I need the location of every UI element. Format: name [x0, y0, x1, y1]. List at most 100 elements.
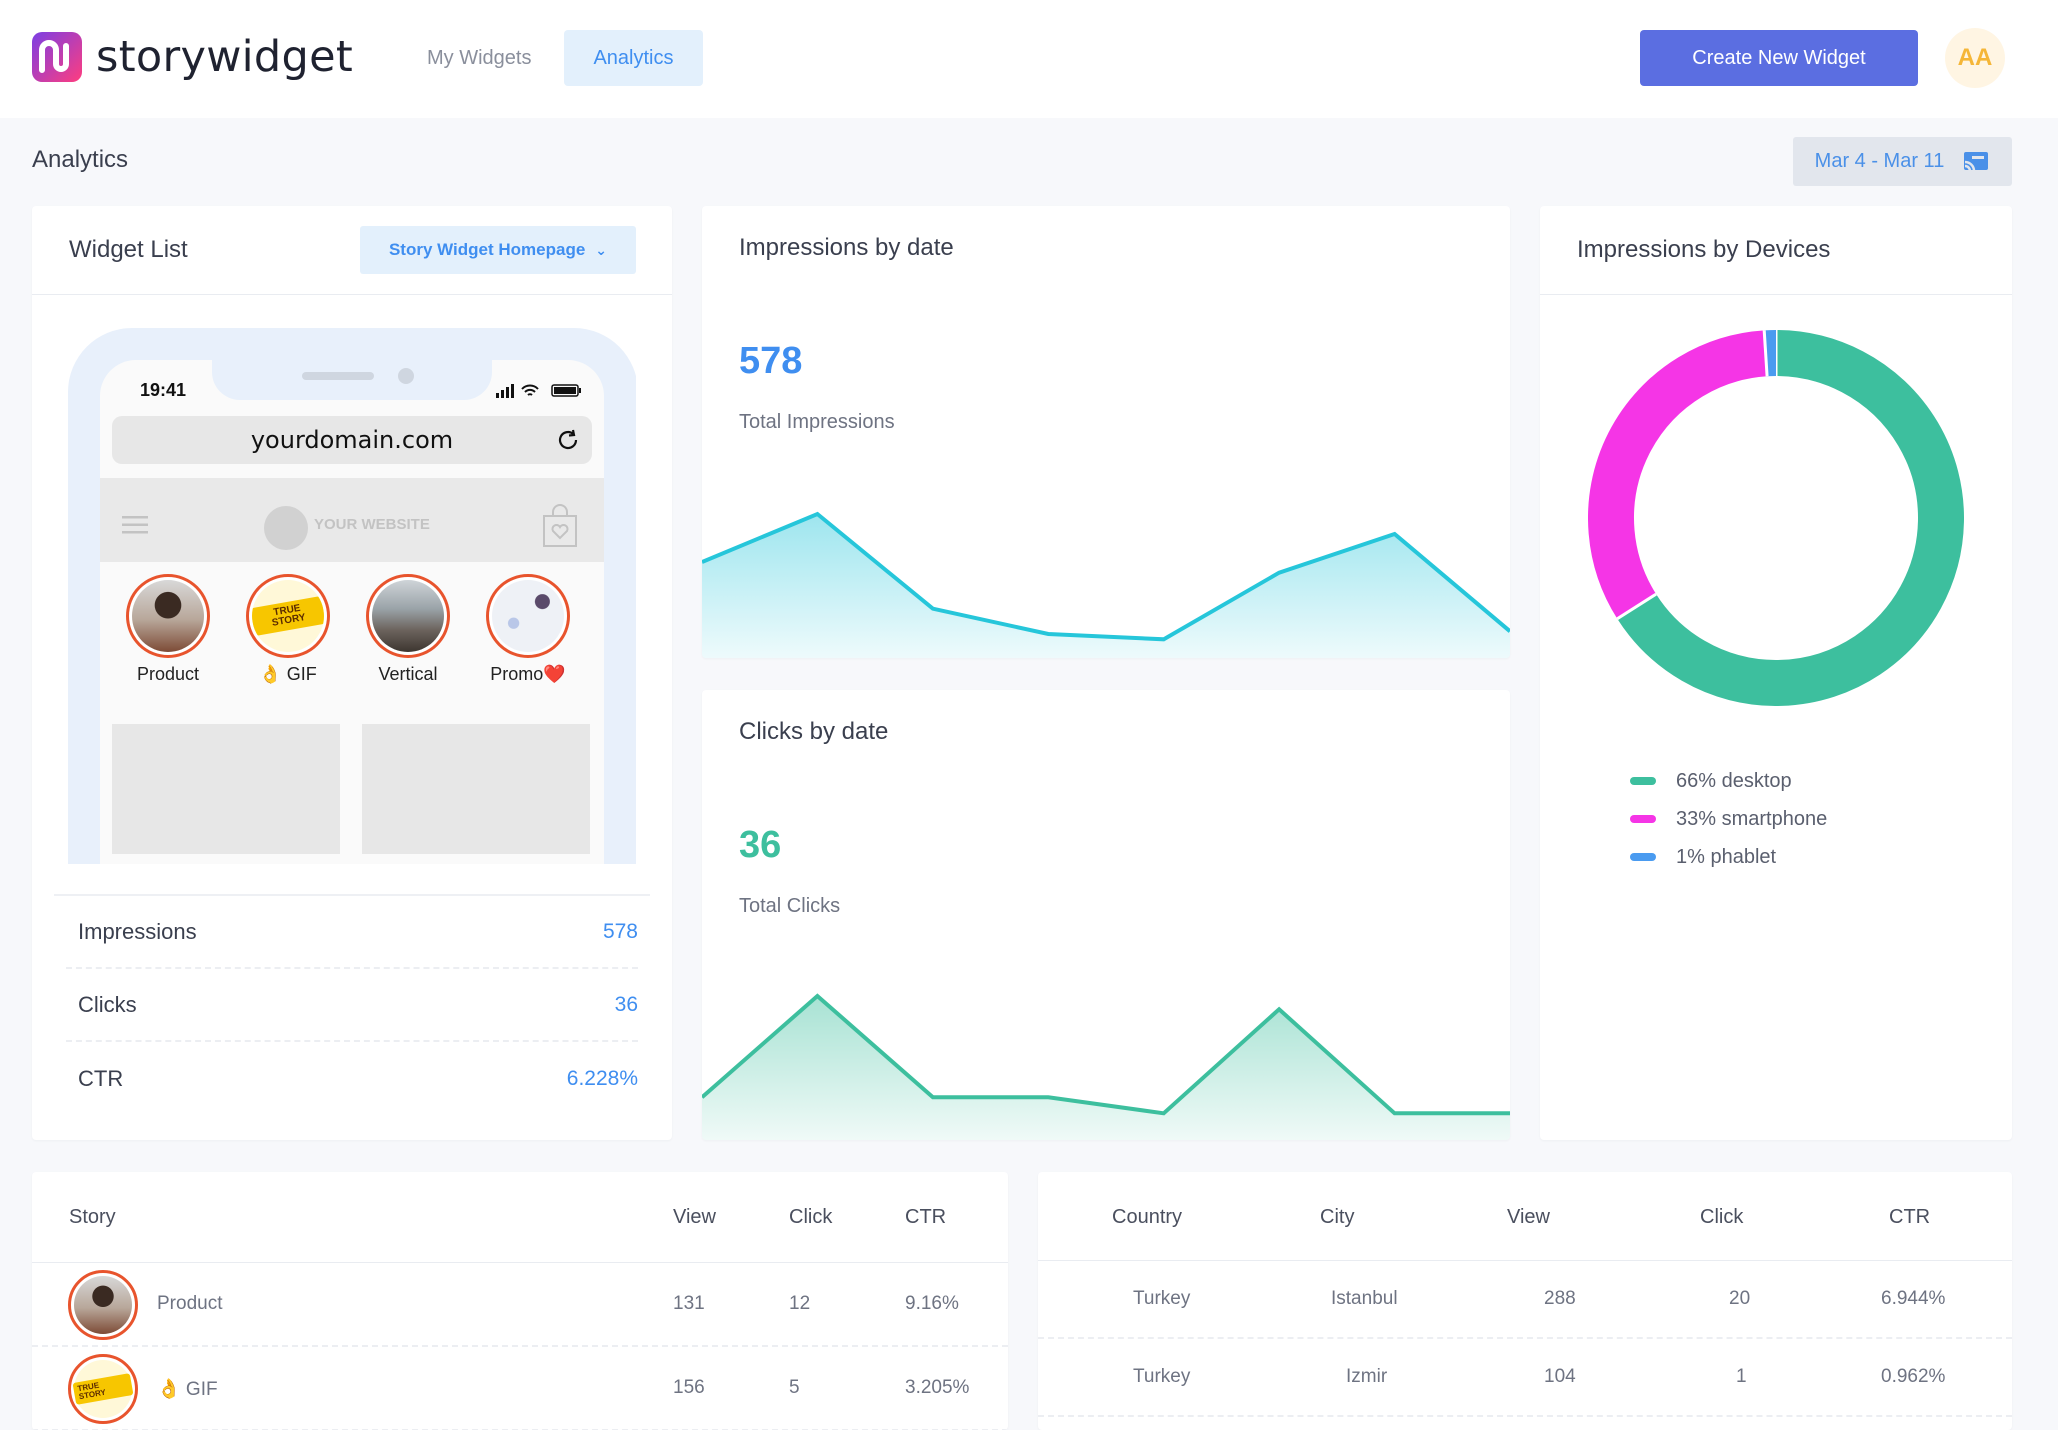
column-header-ctr[interactable]: CTR [1889, 1206, 1931, 1228]
story-bubble-product[interactable]: Product [108, 574, 228, 685]
reload-icon [558, 429, 578, 450]
table-row[interactable]: TRUE STORY 👌 GIF 156 5 3.205% [32, 1347, 1008, 1430]
table-header: Story View Click CTR [32, 1172, 1008, 1263]
shopping-bag-icon [543, 504, 577, 547]
promo-thumbnail [492, 580, 564, 652]
chart-title: Impressions by date [739, 234, 954, 261]
create-new-widget-button[interactable]: Create New Widget [1640, 30, 1918, 86]
story-bubble-gif[interactable]: TRUE STORY 👌 GIF [228, 574, 348, 685]
donut-slice[interactable] [1617, 330, 1964, 706]
phone-side-button [68, 478, 72, 518]
series-line [702, 511, 1510, 642]
story-ctr: 3.205% [905, 1377, 970, 1398]
column-header-click[interactable]: Click [1700, 1206, 1744, 1228]
column-header-city[interactable]: City [1320, 1206, 1355, 1228]
row-country: Turkey [1133, 1366, 1191, 1387]
column-header-story[interactable]: Story [69, 1206, 116, 1228]
legend-item-smartphone: 33% smartphone [1630, 800, 1827, 838]
menu-icon [122, 516, 148, 534]
phone-side-button [68, 538, 72, 618]
true-story-badge: TRUE STORY [72, 1373, 134, 1405]
legend-swatch [1630, 853, 1656, 861]
divider [54, 894, 650, 896]
metric-value: 36 [614, 992, 638, 1016]
status-icons [496, 384, 581, 398]
story-view: 156 [673, 1377, 705, 1398]
product-thumbnail [132, 580, 204, 652]
url-text: yourdomain.com [250, 426, 454, 454]
total-clicks-label: Total Clicks [739, 895, 841, 917]
column-header-country[interactable]: Country [1112, 1206, 1183, 1228]
story-bubble-promo[interactable]: Promo❤️ [468, 574, 588, 685]
table-row[interactable]: Turkey Izmir 104 1 0.962% [1038, 1339, 2012, 1417]
legend-item-desktop: 66% desktop [1630, 762, 1827, 800]
website-header: YOUR WEBSITE [100, 478, 604, 562]
story-name: 👌 GIF [157, 1379, 218, 1400]
story-thumbnail [68, 1270, 138, 1340]
row-click: 1 [1736, 1366, 1747, 1387]
widget-list-header: Widget List Story Widget Homepage ⌄ [32, 206, 672, 295]
widget-select-dropdown[interactable]: Story Widget Homepage ⌄ [360, 226, 636, 274]
website-name: YOUR WEBSITE [314, 516, 430, 533]
speaker-icon [302, 372, 374, 380]
content-placeholder [112, 724, 340, 854]
metric-impressions: Impressions 578 [66, 896, 638, 969]
vertical-thumbnail [372, 580, 444, 652]
row-city: Istanbul [1331, 1288, 1398, 1309]
donut-slice[interactable] [1588, 330, 1768, 619]
avatar[interactable]: AA [1945, 28, 2005, 88]
row-click: 20 [1729, 1288, 1751, 1309]
column-header-click[interactable]: Click [789, 1206, 833, 1228]
widget-list-card: Widget List Story Widget Homepage ⌄ 19:4… [32, 206, 672, 1140]
brand-logo[interactable]: storywidget [32, 32, 353, 82]
table-header: Country City View Click CTR [1038, 1172, 2012, 1261]
story-click: 12 [789, 1293, 811, 1314]
area-fill [702, 514, 1510, 658]
phone-preview: 19:41 yourdomain.com [68, 328, 636, 864]
story-bubbles: Product TRUE STORY 👌 GIF Vertical Promo❤… [108, 574, 588, 685]
main-nav: My Widgets Analytics [398, 30, 707, 86]
devices-legend: 66% desktop 33% smartphone 1% phablet [1630, 762, 1827, 876]
gif-thumbnail: TRUE STORY [252, 580, 324, 652]
column-header-ctr[interactable]: CTR [905, 1206, 947, 1228]
devices-header: Impressions by Devices [1540, 206, 2012, 295]
clicks-by-date-card: Clicks by date 36 Total Clicks [702, 690, 1510, 1140]
metric-label: CTR [78, 1065, 124, 1091]
metric-ctr: CTR 6.228% [66, 1042, 638, 1115]
phone-side-button [628, 588, 636, 718]
phone-notch [212, 360, 492, 400]
total-clicks-value: 36 [739, 824, 782, 866]
total-impressions-value: 578 [739, 340, 803, 382]
column-header-view[interactable]: View [673, 1206, 716, 1228]
story-view: 131 [673, 1293, 705, 1314]
page-title: Analytics [32, 146, 129, 173]
devices-title: Impressions by Devices [1577, 236, 1831, 263]
phone-time: 19:41 [140, 380, 187, 400]
story-label: 👌 GIF [259, 664, 317, 684]
impressions-by-devices-card: Impressions by Devices 66% desktop 33% s… [1540, 206, 2012, 1140]
series-line [702, 993, 1510, 1116]
tab-analytics[interactable]: Analytics [564, 30, 703, 86]
table-row[interactable]: Product 131 12 9.16% [32, 1263, 1008, 1347]
total-impressions-label: Total Impressions [739, 411, 895, 433]
metric-label: Impressions [78, 918, 197, 944]
story-table: Story View Click CTR Product 131 12 9.16… [32, 1172, 1008, 1430]
row-country: Turkey [1133, 1288, 1191, 1309]
story-bubble-vertical[interactable]: Vertical [348, 574, 468, 685]
row-city: Izmir [1346, 1366, 1388, 1387]
metric-clicks: Clicks 36 [66, 969, 638, 1042]
camera-icon [398, 368, 414, 384]
row-ctr: 0.962% [1881, 1366, 1946, 1387]
metric-label: Clicks [78, 991, 137, 1017]
table-row[interactable]: Turkey Istanbul 288 20 6.944% [1038, 1261, 2012, 1339]
column-header-view[interactable]: View [1507, 1206, 1550, 1228]
story-name: Product [157, 1293, 223, 1314]
tab-my-widgets[interactable]: My Widgets [427, 46, 532, 69]
date-range-label: Mar 4 - Mar 11 [1814, 150, 1945, 172]
story-label: Promo❤️ [490, 664, 566, 684]
row-ctr: 6.944% [1881, 1288, 1946, 1309]
date-range-picker[interactable]: Mar 4 - Mar 11 [1793, 137, 2012, 186]
brand-name: storywidget [96, 32, 354, 82]
slice-separator [1762, 330, 1769, 377]
legend-swatch [1630, 815, 1656, 823]
